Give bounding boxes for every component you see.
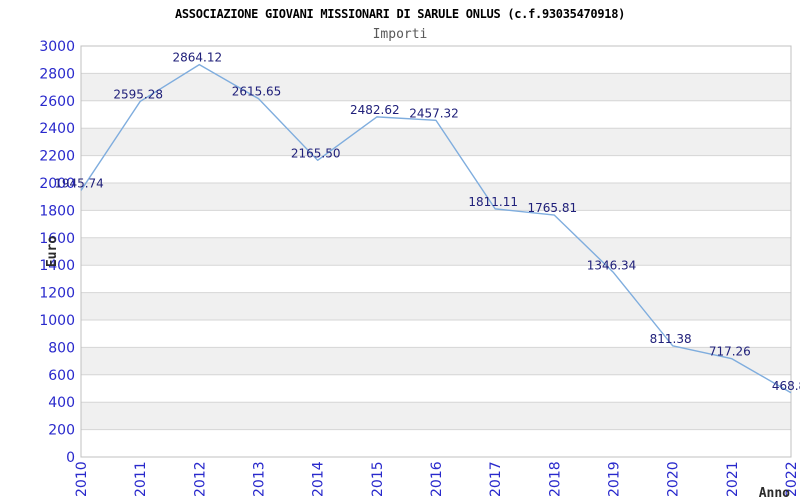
x-tick-label: 2017 <box>488 461 504 497</box>
x-tick-label: 2018 <box>547 461 563 497</box>
y-tick-label: 1800 <box>39 203 75 219</box>
plot-band <box>81 128 791 156</box>
point-label: 2864.12 <box>173 51 223 65</box>
x-tick-label: 2012 <box>192 461 208 497</box>
x-tick-label: 2022 <box>784 461 800 497</box>
point-label: 2457.32 <box>409 106 459 120</box>
y-tick-label: 2000 <box>39 176 75 192</box>
point-label: 811.38 <box>650 332 692 346</box>
plot-band <box>81 347 791 375</box>
y-tick-label: 0 <box>66 450 75 466</box>
x-tick-label: 2019 <box>607 461 623 497</box>
point-label: 1346.34 <box>587 259 637 273</box>
y-tick-label: 400 <box>48 395 75 411</box>
plot-band <box>81 73 791 101</box>
x-tick-label: 2021 <box>725 461 741 497</box>
x-axis-title: Anno <box>759 486 790 500</box>
y-tick-label: 3000 <box>39 39 75 55</box>
x-tick-label: 2016 <box>429 461 445 497</box>
point-label: 2595.28 <box>113 87 163 101</box>
point-label: 1765.81 <box>528 201 578 215</box>
point-label: 1811.11 <box>468 195 518 209</box>
plot-border <box>80 45 792 458</box>
point-label: 2165.50 <box>291 146 341 160</box>
plot-band <box>81 237 791 266</box>
y-tick-label: 2800 <box>39 66 75 82</box>
y-tick-label: 200 <box>48 423 75 439</box>
x-tick-label: 2014 <box>311 461 327 497</box>
x-tick-label: 2013 <box>252 461 268 497</box>
point-label: 1945.74 <box>54 176 104 190</box>
y-tick-label: 2400 <box>39 121 75 137</box>
plot-band <box>81 292 791 320</box>
y-tick-label: 600 <box>48 368 75 384</box>
point-label: 717.26 <box>709 345 751 359</box>
point-label: 2482.62 <box>350 103 400 117</box>
chart-title: ASSOCIAZIONE GIOVANI MISSIONARI DI SARUL… <box>174 7 626 21</box>
x-tick-label: 2020 <box>666 461 682 497</box>
point-label: 2615.65 <box>232 85 282 99</box>
data-line <box>80 63 792 394</box>
x-tick-label: 2015 <box>370 461 386 497</box>
y-axis-title: Euro <box>45 236 60 267</box>
x-tick-label: 2011 <box>133 461 149 497</box>
y-tick-label: 1400 <box>39 258 75 274</box>
y-tick-label: 1600 <box>39 231 75 247</box>
y-tick-label: 2200 <box>39 149 75 165</box>
y-tick-label: 800 <box>48 340 75 356</box>
chart-subtitle: Importi <box>372 27 428 42</box>
x-tick-label: 2010 <box>74 461 90 497</box>
point-label: 468.8 <box>772 379 800 393</box>
plot-band <box>81 183 791 211</box>
y-tick-label: 2600 <box>39 94 75 110</box>
plot-band <box>81 402 791 430</box>
y-tick-label: 1000 <box>39 313 75 329</box>
y-tick-label: 1200 <box>39 286 75 302</box>
